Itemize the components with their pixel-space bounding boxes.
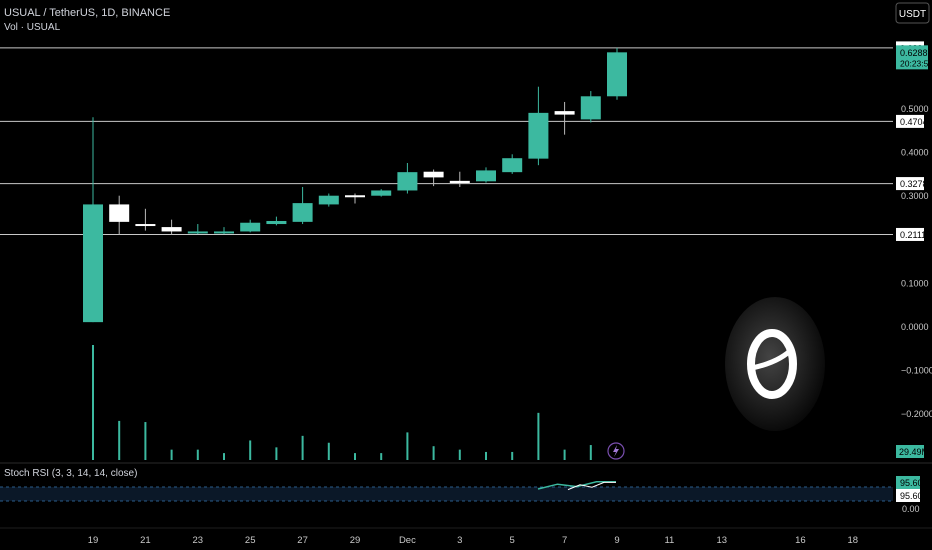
time-axis-tick: 3 [457, 535, 462, 546]
price-axis-tick: −0.1000 [901, 366, 932, 376]
price-level-label: 0.3278 [900, 179, 928, 189]
volume-value-label: 29.49M [899, 447, 929, 457]
currency-button[interactable]: USDT [895, 2, 930, 24]
time-axis-tick: 23 [193, 535, 204, 546]
symbol-title: USUAL / TetherUS, 1D, BINANCE [4, 7, 170, 19]
time-axis-tick: 19 [88, 535, 99, 546]
candle-body [240, 222, 261, 232]
volume-bar [406, 432, 409, 460]
price-axis: 0.5000 0.4000 0.3000 0.1000 0.0000 −0.1000 −0.… [901, 104, 932, 419]
candle-body [135, 224, 156, 227]
volume-bar [354, 453, 356, 460]
candle-body [502, 158, 523, 173]
volume-bar [432, 446, 435, 460]
candle-body [214, 231, 234, 234]
candle-body [345, 195, 365, 198]
currency-button-label[interactable]: USDT [899, 9, 926, 20]
candle-body [449, 180, 470, 184]
price-level-label-bg [896, 177, 924, 191]
volume-bar [511, 451, 514, 460]
candle-body [83, 204, 103, 323]
candle-body [266, 220, 287, 225]
price-level-label-bg [896, 227, 924, 241]
time-axis-tick: 16 [795, 535, 806, 546]
volume-bar [380, 453, 383, 460]
stoch-k-label: 95.60 [896, 476, 923, 489]
stoch-rsi-title: Stoch RSI (3, 3, 14, 14, close) [4, 468, 137, 479]
time-axis: 19 21 23 25 27 29 Dec 3 5 7 9 11 13 16 18 [88, 535, 858, 546]
volume-label: Vol · USUAL [4, 22, 61, 33]
stoch-k-value: 95.60 [900, 478, 923, 488]
price-level-label: 0.4704 [900, 117, 928, 127]
time-axis-tick: 9 [614, 535, 619, 546]
candle-body [607, 52, 627, 97]
candle-body [109, 204, 130, 222]
price-line-labels: 0.63900.47040.32780.21110.628820:23:5329… [896, 41, 932, 458]
time-axis-tick: 13 [717, 535, 728, 546]
stoch-k-line [537, 481, 616, 490]
volume-bar [458, 449, 461, 460]
price-axis-tick: 0.3000 [901, 191, 929, 201]
price-axis-tick: −0.2000 [901, 409, 932, 419]
volume-bar [485, 451, 487, 460]
candle-body [371, 190, 392, 196]
price-axis-tick: 0.5000 [901, 104, 929, 114]
candle-body [161, 227, 182, 232]
candle-body [423, 171, 444, 178]
price-axis-tick: 0.1000 [901, 278, 929, 288]
time-axis-tick: 7 [562, 535, 567, 546]
time-axis-tick: 27 [297, 535, 308, 546]
time-axis-tick: 5 [510, 535, 515, 546]
volume-bar [170, 449, 173, 460]
stoch-overbought-band [0, 487, 893, 501]
time-axis-tick: 29 [350, 535, 361, 546]
price-level-label-bg [896, 114, 924, 128]
stoch-d-line [567, 481, 616, 491]
volume-bar [327, 442, 330, 460]
volume-bar [196, 449, 199, 460]
volume-bar [275, 447, 278, 460]
volume-bars [92, 345, 592, 460]
volume-bar [589, 445, 592, 460]
volume-bar [92, 345, 94, 460]
candle-body [580, 96, 601, 120]
price-level-label: 0.2111 [900, 230, 926, 240]
usual-logo-icon [725, 297, 825, 431]
bar-countdown: 20:23:53 [900, 58, 932, 68]
horizontal-lines [0, 47, 893, 235]
volume-bar [144, 422, 147, 460]
time-axis-tick: 21 [140, 535, 151, 546]
volume-bar [537, 412, 540, 460]
volume-bar [118, 420, 121, 460]
candle-body [528, 112, 549, 159]
time-axis-tick: 25 [245, 535, 256, 546]
stoch-zero-label: 0.00 [902, 504, 920, 514]
last-price-label-bg [896, 45, 928, 70]
candle-body [554, 111, 575, 115]
volume-value-bg [896, 445, 924, 458]
stoch-d-label: 95.60 [896, 489, 923, 502]
price-axis-tick: 0.0000 [901, 322, 929, 332]
candle-body [318, 195, 339, 205]
candle-body [397, 172, 418, 191]
candle-body [476, 170, 496, 182]
volume-bar [563, 449, 566, 460]
volume-bar [301, 435, 304, 460]
volume-bar [223, 453, 225, 460]
time-axis-tick: Dec [399, 535, 416, 546]
stoch-d-value: 95.60 [900, 491, 923, 501]
volume-bar [249, 440, 252, 460]
price-axis-tick: 0.4000 [901, 148, 929, 158]
time-axis-tick: 18 [848, 535, 859, 546]
candle-body [187, 231, 208, 234]
time-axis-tick: 11 [664, 535, 674, 546]
candle-body [292, 203, 313, 222]
lightning-icon[interactable] [607, 442, 625, 460]
candles [83, 47, 627, 323]
last-price-label: 0.6288 [900, 48, 928, 58]
